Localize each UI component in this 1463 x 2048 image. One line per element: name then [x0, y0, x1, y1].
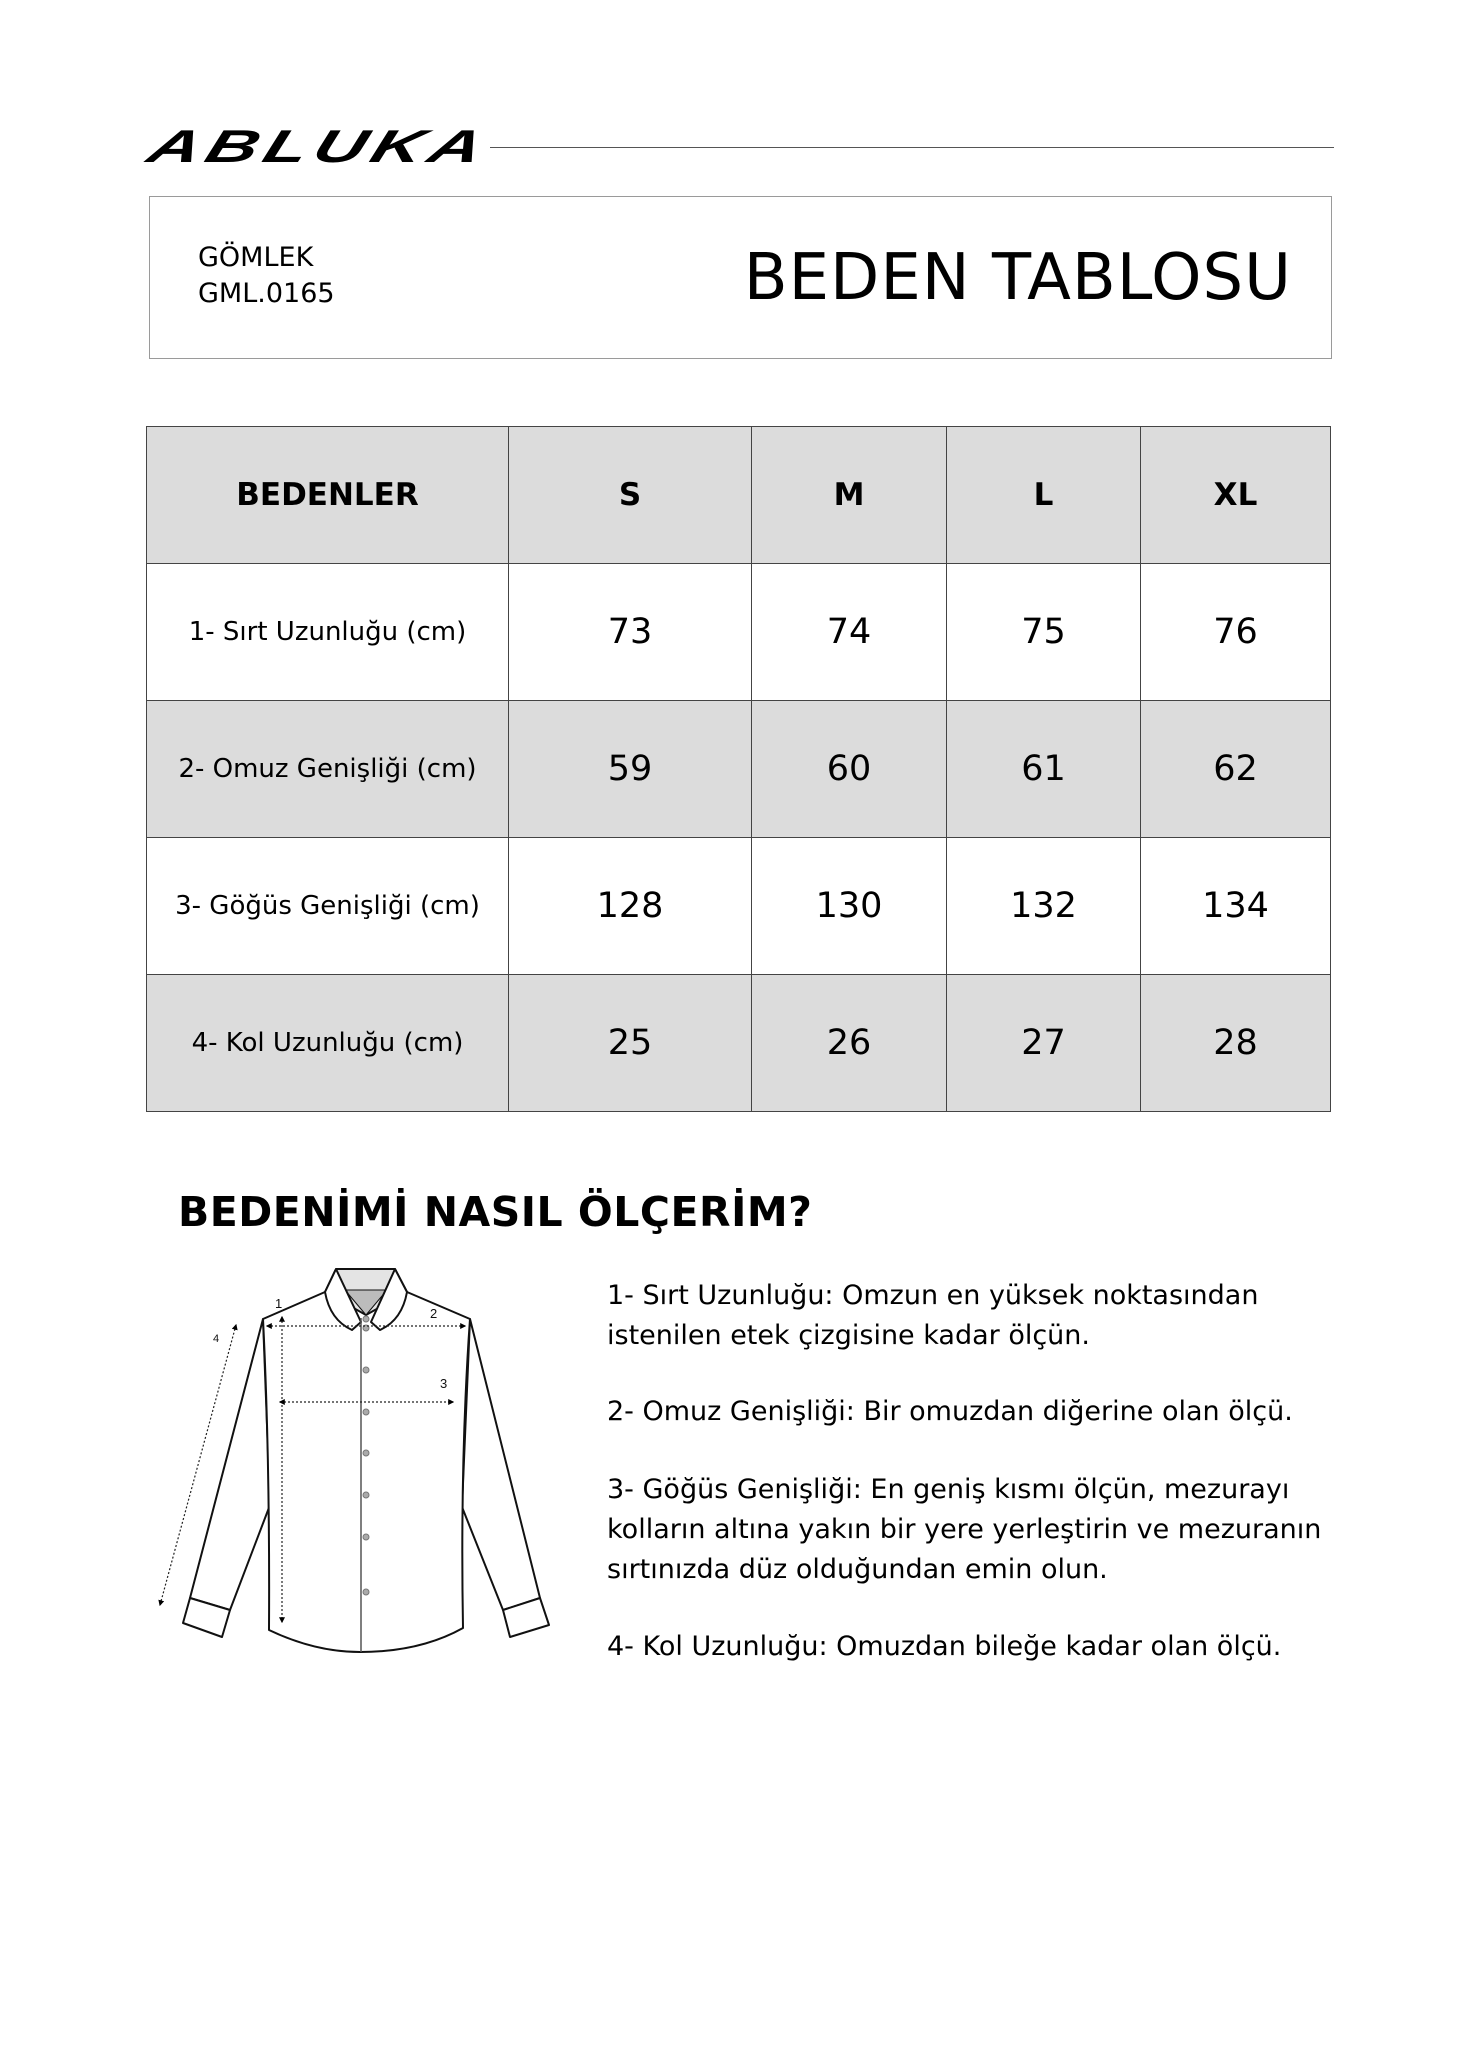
column-header: BEDENLER [146, 426, 509, 564]
right-sleeve [461, 1318, 541, 1611]
header-box [149, 196, 1332, 359]
collar-right [370, 1268, 408, 1331]
cell-value: 62 [1140, 700, 1331, 838]
product-info: GÖMLEK GML.0165 [198, 240, 335, 312]
instruction-line: 2- Omuz Genişliği: Bir omuzdan diğerine … [607, 1396, 1293, 1427]
cell-value: 73 [508, 563, 752, 701]
cell-value: 25 [508, 974, 752, 1112]
cell-value: 28 [1140, 974, 1331, 1112]
diagram-label-4: 4 [213, 1333, 219, 1345]
cell-value: 130 [751, 837, 947, 975]
cell-value: 74 [751, 563, 947, 701]
diagram-label-2: 2 [430, 1306, 437, 1321]
instruction-sleeve-length: 4- Kol Uzunluğu: Omuzdan bileğe kadar ol… [607, 1627, 1327, 1667]
table-row: 3- Göğüs Genişliği (cm) 128 130 132 134 [146, 837, 1331, 975]
shirt-measurement-diagram: 1 2 3 4 [158, 1268, 550, 1653]
cell-value: 132 [946, 837, 1141, 975]
row-label: 4- Kol Uzunluğu (cm) [146, 974, 509, 1112]
column-header: M [751, 426, 947, 564]
guide-heading: BEDENİMİ NASIL ÖLÇERİM? [178, 1188, 813, 1236]
product-code: GML.0165 [198, 278, 335, 309]
collar-left [324, 1268, 362, 1331]
instruction-chest-width: 3- Göğüs Genişliği: En geniş kısmı ölçün… [607, 1470, 1327, 1590]
table-row: 2- Omuz Genişliği (cm) 59 60 61 62 [146, 700, 1331, 838]
shirt-body [262, 1291, 471, 1653]
collar-inner [344, 1289, 388, 1316]
cell-value: 76 [1140, 563, 1331, 701]
cell-value: 27 [946, 974, 1141, 1112]
instruction-line: 4- Kol Uzunluğu: Omuzdan bileğe kadar ol… [607, 1631, 1282, 1662]
row-label: 3- Göğüs Genişliği (cm) [146, 837, 509, 975]
instruction-line: kolların altına yakın bir yere yerleştir… [607, 1514, 1322, 1545]
column-header: XL [1140, 426, 1331, 564]
size-table: BEDENLER S M L XL 1- Sırt Uzunluğu (cm) … [146, 426, 1331, 1112]
cell-value: 60 [751, 700, 947, 838]
brand-logo: ABLUKA [141, 120, 497, 172]
cell-value: 75 [946, 563, 1141, 701]
column-header: L [946, 426, 1141, 564]
cell-value: 134 [1140, 837, 1331, 975]
buttons [362, 1315, 370, 1596]
product-category: GÖMLEK [198, 242, 314, 273]
cell-value: 61 [946, 700, 1141, 838]
cell-value: 59 [508, 700, 752, 838]
column-header: S [508, 426, 752, 564]
right-cuff [502, 1597, 550, 1638]
page-title: BEDEN TABLOSU [743, 241, 1292, 315]
table-row: 4- Kol Uzunluğu (cm) 25 26 27 28 [146, 974, 1331, 1112]
instruction-line: sırtınızda düz olduğundan emin olun. [607, 1554, 1108, 1585]
sleeve-length-arrow [158, 1323, 238, 1607]
table-header-row: BEDENLER S M L XL [146, 426, 1331, 564]
diagram-label-3: 3 [440, 1376, 447, 1391]
table-row: 1- Sırt Uzunluğu (cm) 73 74 75 76 [146, 563, 1331, 701]
instruction-shoulder-width: 2- Omuz Genişliği: Bir omuzdan diğerine … [607, 1392, 1327, 1432]
instruction-line: 1- Sırt Uzunluğu: Omzun en yüksek noktas… [607, 1280, 1259, 1311]
cell-value: 26 [751, 974, 947, 1112]
row-label: 1- Sırt Uzunluğu (cm) [146, 563, 509, 701]
cell-value: 128 [508, 837, 752, 975]
left-sleeve [189, 1318, 271, 1611]
instruction-back-length: 1- Sırt Uzunluğu: Omzun en yüksek noktas… [607, 1276, 1327, 1356]
header-divider [490, 147, 1334, 148]
instruction-line: istenilen etek çizgisine kadar ölçün. [607, 1320, 1090, 1351]
diagram-label-1: 1 [275, 1296, 282, 1311]
row-label: 2- Omuz Genişliği (cm) [146, 700, 509, 838]
instruction-line: 3- Göğüs Genişliği: En geniş kısmı ölçün… [607, 1474, 1290, 1505]
